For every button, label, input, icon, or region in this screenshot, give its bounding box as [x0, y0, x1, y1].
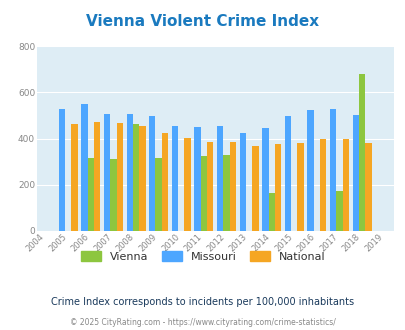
- Bar: [87, 158, 94, 231]
- Bar: [110, 159, 116, 231]
- Bar: [162, 133, 168, 231]
- Bar: [139, 126, 145, 231]
- Bar: [229, 142, 235, 231]
- Bar: [297, 143, 303, 231]
- Bar: [223, 155, 229, 231]
- Bar: [342, 139, 348, 231]
- Bar: [200, 156, 207, 231]
- Bar: [155, 158, 162, 231]
- Bar: [116, 123, 123, 231]
- Bar: [149, 116, 155, 231]
- Bar: [194, 127, 200, 231]
- Bar: [59, 109, 65, 231]
- Bar: [336, 191, 342, 231]
- Bar: [307, 111, 313, 231]
- Bar: [274, 145, 281, 231]
- Bar: [104, 115, 110, 231]
- Bar: [132, 123, 139, 231]
- Bar: [207, 142, 213, 231]
- Bar: [262, 128, 268, 231]
- Bar: [81, 104, 87, 231]
- Text: Vienna Violent Crime Index: Vienna Violent Crime Index: [86, 14, 319, 29]
- Bar: [216, 126, 223, 231]
- Bar: [352, 115, 358, 231]
- Bar: [71, 123, 77, 231]
- Text: © 2025 CityRating.com - https://www.cityrating.com/crime-statistics/: © 2025 CityRating.com - https://www.city…: [70, 318, 335, 327]
- Bar: [94, 122, 100, 231]
- Bar: [284, 115, 290, 231]
- Bar: [184, 138, 190, 231]
- Legend: Vienna, Missouri, National: Vienna, Missouri, National: [76, 247, 329, 267]
- Bar: [171, 126, 178, 231]
- Bar: [329, 109, 336, 231]
- Bar: [364, 143, 371, 231]
- Bar: [126, 115, 132, 231]
- Bar: [239, 133, 245, 231]
- Bar: [268, 193, 274, 231]
- Bar: [358, 74, 364, 231]
- Bar: [252, 146, 258, 231]
- Bar: [319, 139, 326, 231]
- Text: Crime Index corresponds to incidents per 100,000 inhabitants: Crime Index corresponds to incidents per…: [51, 297, 354, 307]
